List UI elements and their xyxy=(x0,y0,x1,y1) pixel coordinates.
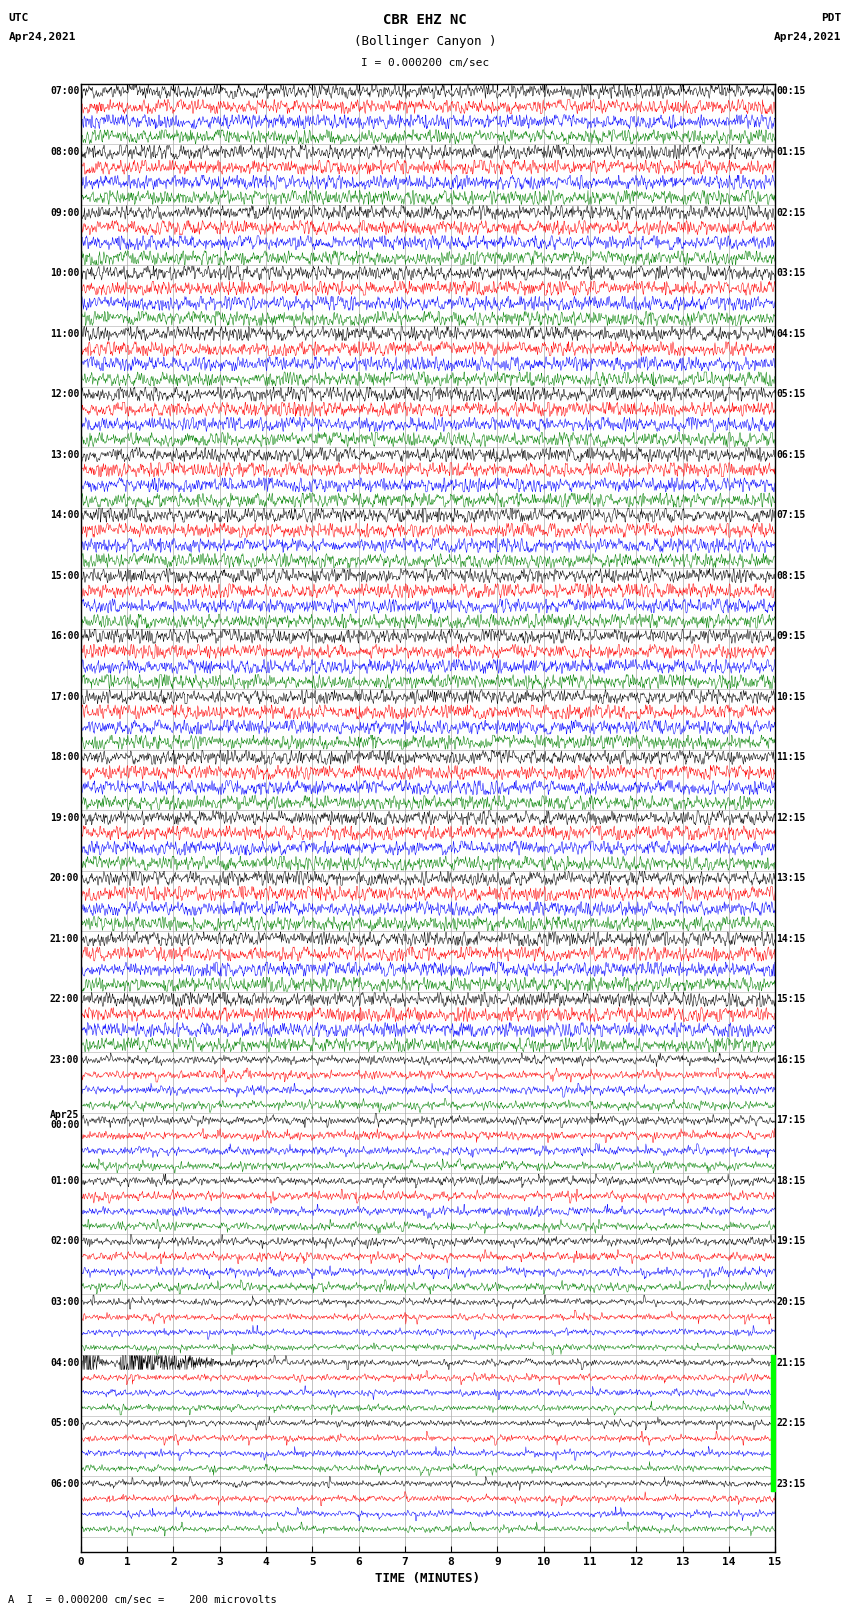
Text: 02:15: 02:15 xyxy=(777,208,806,218)
Text: 09:00: 09:00 xyxy=(50,208,79,218)
Text: 23:00: 23:00 xyxy=(50,1055,79,1065)
Text: 22:00: 22:00 xyxy=(50,994,79,1005)
Text: 22:15: 22:15 xyxy=(777,1418,806,1428)
Text: 10:15: 10:15 xyxy=(777,692,806,702)
Text: 03:15: 03:15 xyxy=(777,268,806,277)
Text: (Bollinger Canyon ): (Bollinger Canyon ) xyxy=(354,35,496,48)
Text: 13:15: 13:15 xyxy=(777,873,806,884)
Text: 14:00: 14:00 xyxy=(50,510,79,519)
Text: 12:00: 12:00 xyxy=(50,389,79,398)
Text: 11:15: 11:15 xyxy=(777,752,806,763)
Text: 20:00: 20:00 xyxy=(50,873,79,884)
Text: Apr25
00:00: Apr25 00:00 xyxy=(50,1110,79,1131)
Text: PDT: PDT xyxy=(821,13,842,23)
Text: 18:00: 18:00 xyxy=(50,752,79,763)
Text: Apr24,2021: Apr24,2021 xyxy=(8,32,76,42)
Text: 06:15: 06:15 xyxy=(777,450,806,460)
Text: 16:15: 16:15 xyxy=(777,1055,806,1065)
Text: A  I  = 0.000200 cm/sec =    200 microvolts: A I = 0.000200 cm/sec = 200 microvolts xyxy=(8,1595,277,1605)
Text: 05:00: 05:00 xyxy=(50,1418,79,1428)
Text: 15:00: 15:00 xyxy=(50,571,79,581)
Text: 12:15: 12:15 xyxy=(777,813,806,823)
Text: 21:00: 21:00 xyxy=(50,934,79,944)
Text: 08:15: 08:15 xyxy=(777,571,806,581)
Text: 11:00: 11:00 xyxy=(50,329,79,339)
Text: 15:15: 15:15 xyxy=(777,994,806,1005)
Text: 01:00: 01:00 xyxy=(50,1176,79,1186)
Text: 01:15: 01:15 xyxy=(777,147,806,156)
Text: 14:15: 14:15 xyxy=(777,934,806,944)
Text: 06:00: 06:00 xyxy=(50,1479,79,1489)
Text: 10:00: 10:00 xyxy=(50,268,79,277)
Text: 19:15: 19:15 xyxy=(777,1237,806,1247)
Text: 04:15: 04:15 xyxy=(777,329,806,339)
Text: 09:15: 09:15 xyxy=(777,631,806,642)
Text: 07:15: 07:15 xyxy=(777,510,806,519)
Text: 17:00: 17:00 xyxy=(50,692,79,702)
Text: 08:00: 08:00 xyxy=(50,147,79,156)
Text: 02:00: 02:00 xyxy=(50,1237,79,1247)
Text: UTC: UTC xyxy=(8,13,29,23)
Text: 03:00: 03:00 xyxy=(50,1297,79,1307)
Text: 07:00: 07:00 xyxy=(50,87,79,97)
Text: 05:15: 05:15 xyxy=(777,389,806,398)
Text: 17:15: 17:15 xyxy=(777,1116,806,1126)
Text: 18:15: 18:15 xyxy=(777,1176,806,1186)
Text: 04:00: 04:00 xyxy=(50,1358,79,1368)
Text: 20:15: 20:15 xyxy=(777,1297,806,1307)
Text: I = 0.000200 cm/sec: I = 0.000200 cm/sec xyxy=(361,58,489,68)
Text: 16:00: 16:00 xyxy=(50,631,79,642)
Text: 21:15: 21:15 xyxy=(777,1358,806,1368)
Text: 13:00: 13:00 xyxy=(50,450,79,460)
Text: Apr24,2021: Apr24,2021 xyxy=(774,32,842,42)
X-axis label: TIME (MINUTES): TIME (MINUTES) xyxy=(376,1573,480,1586)
Text: 00:15: 00:15 xyxy=(777,87,806,97)
Text: 23:15: 23:15 xyxy=(777,1479,806,1489)
Text: 19:00: 19:00 xyxy=(50,813,79,823)
Text: CBR EHZ NC: CBR EHZ NC xyxy=(383,13,467,27)
